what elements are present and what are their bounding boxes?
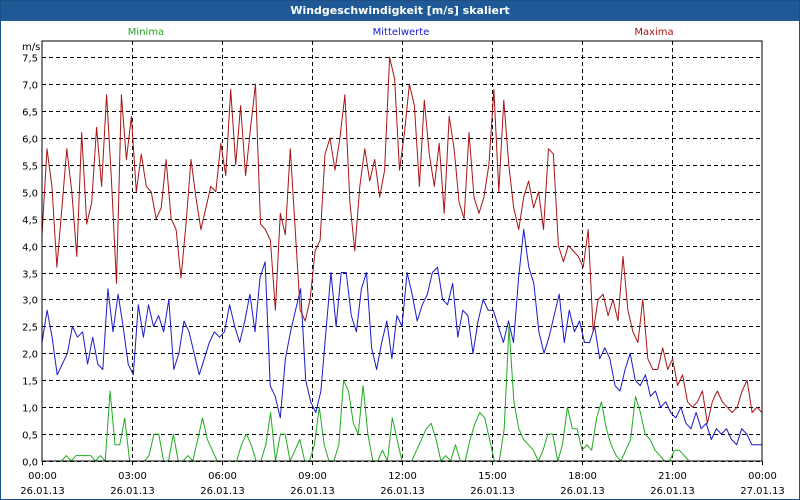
y-tick-label: 6,0 xyxy=(22,135,38,146)
legend-maxima: Maxima xyxy=(634,27,673,38)
x-tick-date: 26.01.13 xyxy=(200,486,245,497)
y-tick-label: 6,5 xyxy=(22,108,38,119)
x-tick-time: 06:00 xyxy=(208,471,237,482)
x-tick-time: 00:00 xyxy=(748,471,777,482)
x-tick-date: 26.01.13 xyxy=(380,486,425,497)
y-tick-label: 1,0 xyxy=(22,404,38,415)
x-tick-time: 15:00 xyxy=(478,471,507,482)
y-tick-label: 2,0 xyxy=(22,350,38,361)
y-tick-label: 3,5 xyxy=(22,270,38,281)
x-tick-date: 27.01.13 xyxy=(740,486,785,497)
x-tick-date: 26.01.13 xyxy=(650,486,695,497)
x-tick-time: 03:00 xyxy=(118,471,147,482)
y-tick-label: 2,5 xyxy=(22,323,38,334)
x-tick-date: 26.01.13 xyxy=(470,486,515,497)
x-tick-date: 26.01.13 xyxy=(290,486,335,497)
y-tick-label: 7,0 xyxy=(22,81,38,92)
x-tick-time: 18:00 xyxy=(568,471,597,482)
x-tick-time: 09:00 xyxy=(298,471,327,482)
series-line-mittelwerte xyxy=(41,229,762,446)
x-tick-time: 00:00 xyxy=(28,471,57,482)
series-line-maxima xyxy=(41,56,763,424)
y-tick-label: 5,0 xyxy=(22,189,38,200)
y-axis-unit: m/s xyxy=(22,42,40,53)
y-tick-label: 0,0 xyxy=(22,458,38,469)
x-tick-date: 26.01.13 xyxy=(110,486,155,497)
y-tick-label: 5,5 xyxy=(22,162,38,173)
y-tick-label: 3,0 xyxy=(22,296,38,307)
legend-mittelwerte: Mittelwerte xyxy=(373,27,430,38)
window-title: Windgeschwindigkeit [m/s] skaliert xyxy=(1,1,799,21)
plot-area xyxy=(41,40,763,462)
y-tick-label: 1,5 xyxy=(22,377,38,388)
legend-minima: Minima xyxy=(128,27,164,38)
y-tick-label: 4,0 xyxy=(22,243,38,254)
x-tick-time: 12:00 xyxy=(388,471,417,482)
y-tick-label: 4,5 xyxy=(22,216,38,227)
x-tick-date: 26.01.13 xyxy=(560,486,605,497)
y-tick-label: 7,5 xyxy=(22,54,38,65)
x-tick-time: 21:00 xyxy=(658,471,687,482)
x-tick-date: 26.01.13 xyxy=(20,486,65,497)
y-tick-label: 0,5 xyxy=(22,431,38,442)
